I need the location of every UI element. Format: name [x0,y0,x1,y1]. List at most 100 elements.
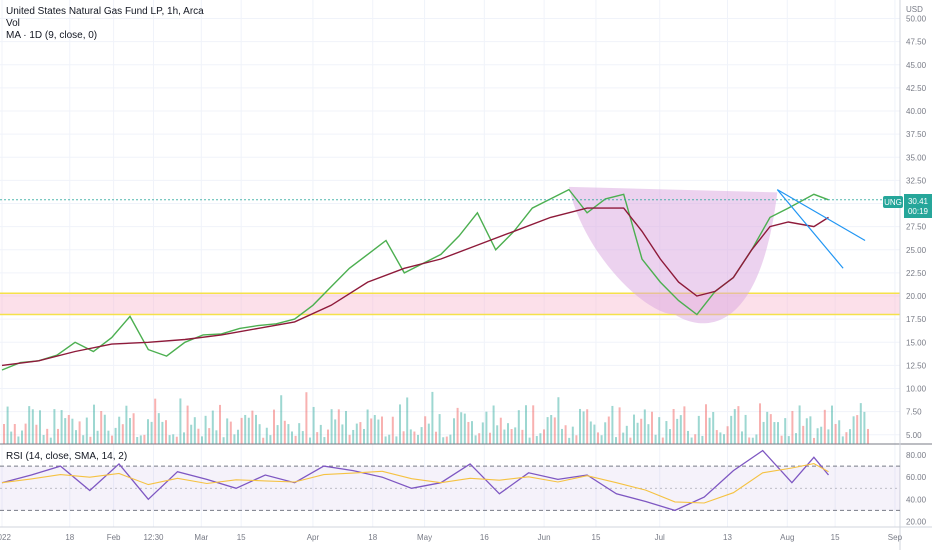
volume-bar [460,412,463,444]
volume-bar [13,424,16,444]
volume-bar [611,405,614,444]
price-axis[interactable]: 50.00 47.50 45.00 42.50 40.00 37.50 35.00 32.50… [906,15,927,440]
volume-bar [784,418,787,444]
volume-bar [535,436,538,444]
volume-bar [543,429,545,444]
trend-line-lower [776,189,844,269]
volume-bar [147,419,149,444]
volume-bar [669,429,671,444]
volume-bar [175,436,178,444]
volume-bar [424,416,427,444]
volume-bar [208,428,211,444]
volume-bar [553,417,556,444]
volume-bar [64,418,67,444]
volume-bar [381,416,383,444]
time-tick-label: 18 [368,533,377,542]
volume-bar [262,437,265,444]
volume-bar [507,423,509,444]
volume-bar [229,421,232,444]
rsi-line [1,449,830,512]
volume-bar [575,435,578,444]
volume-bar [363,428,365,444]
volume-bar [748,437,751,444]
price-tick-label: 50.00 [906,15,927,24]
time-tick-label: 16 [480,533,489,542]
volume-bar [24,423,27,444]
volume-bar [251,410,254,444]
price-line [1,188,829,371]
volume-bar [100,410,103,444]
volume-bar [658,417,661,444]
volume-bar [6,406,9,444]
legend-title: United States Natural Gas Fund LP, 1h, A… [6,6,204,17]
volume-bar [816,428,819,444]
volume-bar [564,425,567,444]
volume-bar [211,410,214,444]
price-tick-label: 47.50 [906,38,927,47]
volume-bar [733,409,736,444]
volume-bar [561,428,563,444]
volume-bar [237,429,239,444]
volume-bar [352,429,355,444]
volume-bar [456,407,459,444]
price-tick-label: 5.00 [906,431,922,440]
volume-bar [373,415,376,444]
volume-bar [849,429,851,444]
volume-bar [838,420,841,444]
volume-bar [31,409,34,444]
volume-bar [89,436,92,444]
volume-bar [413,431,416,444]
price-tick-label: 25.00 [906,246,927,255]
volume-bar [255,414,257,444]
volume-bar [726,426,729,444]
volume-bar [75,430,77,444]
time-tick-label: Aug [780,533,794,542]
volume-bar [132,413,135,444]
volume-bar [629,437,632,444]
volume-bar [244,414,247,444]
volume-bar [514,427,517,444]
time-tick-label: Jul [655,533,665,542]
time-axis[interactable]: 2022 18 Feb 12:30 Mar 15 Apr 18 May 16 Jun 15 Jul 13 A… [0,533,903,542]
volume-bar [370,418,373,444]
legend-vol: Vol [6,18,20,29]
volume-bar [395,436,398,444]
volume-bar [60,410,63,444]
volume-bar [3,424,5,444]
volume-bar [46,428,49,444]
volume-bar [571,426,574,444]
volume-bar [780,435,783,444]
volume-bar [309,437,311,444]
rsi-axis[interactable]: 80.00 60.00 40.00 20.00 [906,451,927,526]
volume-bar [805,418,808,444]
volume-bar [701,435,704,444]
volume-bar [676,418,679,444]
volume-bar [478,433,481,444]
volume-bar [388,434,391,444]
volume-bar [445,436,448,444]
volume-bar [179,398,182,444]
volume-bar [813,437,815,444]
volume-bar [589,421,592,444]
volume-bar [600,435,603,444]
volume-bar [661,437,664,444]
volume-bar [103,414,106,444]
symbol-badge-text: UNG [884,198,902,207]
price-tick-label: 7.50 [906,408,922,417]
volume-bar [377,419,380,444]
volume-bar [341,424,344,444]
volume-bar [442,437,445,444]
volume-bar [301,431,304,444]
volume-bar [762,421,765,444]
volume-bar [172,434,175,444]
volume-bar [337,409,340,444]
volume-bar [82,435,85,444]
volume-bar [305,392,308,444]
volume-bar [795,433,797,444]
price-tick-label: 42.50 [906,84,927,93]
volume-bar [791,410,794,444]
volume-bar [834,423,837,444]
volume-bar [201,436,203,444]
cup-pattern [568,186,778,324]
